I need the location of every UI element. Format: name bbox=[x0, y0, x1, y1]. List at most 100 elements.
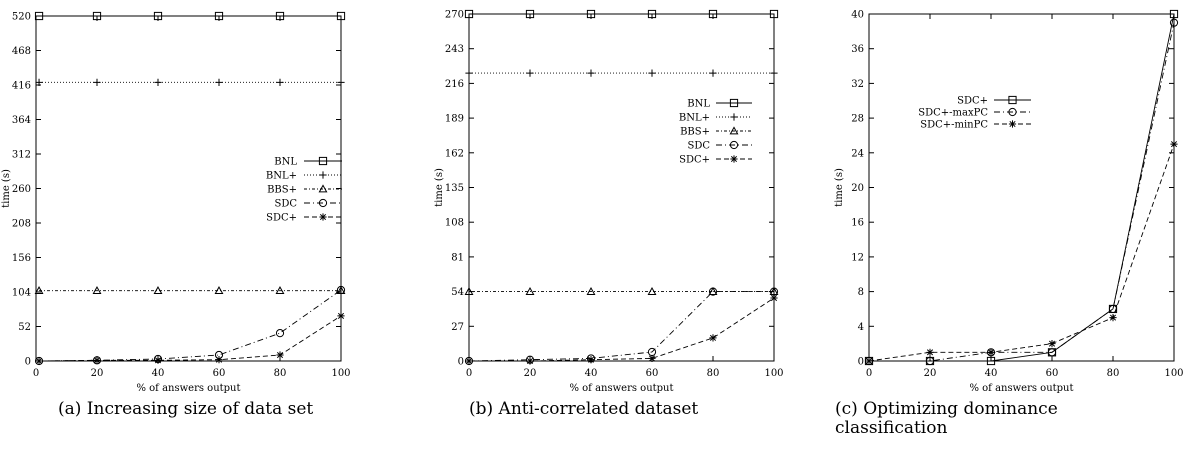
legend-label: BNL+ bbox=[266, 171, 297, 182]
data-point bbox=[154, 78, 162, 86]
y-tick-label: 189 bbox=[445, 114, 464, 125]
x-tick-label: 60 bbox=[1046, 368, 1059, 379]
data-point bbox=[926, 348, 934, 356]
y-tick-label: 468 bbox=[12, 46, 31, 57]
plot-frame bbox=[868, 13, 1175, 362]
data-point bbox=[92, 286, 102, 295]
data-point bbox=[708, 286, 718, 295]
data-point bbox=[35, 78, 43, 86]
y-tick-label: 156 bbox=[12, 253, 31, 264]
data-point bbox=[986, 356, 996, 366]
legend-marker bbox=[729, 140, 739, 150]
x-tick-label: 20 bbox=[91, 368, 104, 379]
data-point bbox=[276, 351, 284, 359]
x-tick-label: 60 bbox=[646, 368, 659, 379]
y-tick-label: 0 bbox=[25, 357, 31, 368]
x-tick-label: 0 bbox=[866, 368, 872, 379]
legend-label: SDC+ bbox=[679, 155, 710, 166]
series-line bbox=[468, 291, 774, 362]
legend-label: BNL bbox=[687, 99, 710, 110]
data-point bbox=[987, 348, 995, 356]
data-point bbox=[92, 11, 102, 21]
legend-label: BNL bbox=[274, 157, 297, 168]
legend-label: SDC+ bbox=[957, 96, 988, 107]
y-tick-label: 162 bbox=[445, 148, 464, 159]
data-point bbox=[214, 11, 224, 21]
x-tick-label: 40 bbox=[152, 368, 165, 379]
series-line bbox=[38, 315, 342, 362]
y-tick-label: 52 bbox=[18, 322, 31, 333]
data-point bbox=[1169, 18, 1179, 27]
y-tick-label: 520 bbox=[12, 12, 31, 23]
legend-label: BNL+ bbox=[679, 113, 710, 124]
legend-marker bbox=[1008, 107, 1017, 117]
legend-marker bbox=[730, 155, 738, 163]
series-line bbox=[469, 297, 775, 362]
data-point bbox=[275, 329, 285, 338]
x-tick-label: 0 bbox=[33, 368, 39, 379]
data-point bbox=[587, 69, 595, 77]
y-tick-label: 216 bbox=[445, 79, 464, 90]
legend-marker bbox=[1008, 95, 1017, 105]
legend-label: SDC bbox=[274, 199, 297, 210]
legend-label: BBS+ bbox=[680, 127, 710, 138]
data-point bbox=[709, 69, 717, 77]
y-tick-label: 104 bbox=[12, 288, 31, 299]
x-axis-label: % of answers output bbox=[569, 383, 673, 394]
data-point bbox=[708, 287, 718, 296]
caption-c: (c) Optimizing dominance classification bbox=[835, 399, 1058, 438]
data-point bbox=[337, 78, 345, 86]
x-tick-label: 100 bbox=[764, 368, 783, 379]
data-point bbox=[153, 11, 163, 21]
y-tick-label: 0 bbox=[458, 357, 464, 368]
data-point bbox=[586, 286, 596, 295]
y-tick-label: 24 bbox=[851, 148, 864, 159]
y-tick-label: 270 bbox=[445, 10, 464, 21]
x-tick-label: 100 bbox=[1164, 368, 1183, 379]
y-axis-label: time (s) bbox=[1, 169, 12, 208]
data-point bbox=[275, 11, 285, 21]
data-point bbox=[275, 286, 285, 295]
data-point bbox=[1170, 140, 1178, 148]
legend-marker bbox=[319, 213, 327, 221]
data-point bbox=[464, 9, 474, 19]
y-tick-label: 8 bbox=[858, 287, 864, 298]
data-point bbox=[526, 357, 534, 365]
data-point bbox=[154, 356, 162, 364]
legend-label: SDC+ bbox=[266, 213, 297, 224]
y-tick-label: 28 bbox=[851, 114, 864, 125]
x-axis-label: % of answers output bbox=[969, 383, 1073, 394]
y-tick-label: 416 bbox=[12, 81, 31, 92]
y-tick-label: 16 bbox=[851, 218, 864, 229]
legend-marker bbox=[318, 198, 328, 208]
caption-b: (b) Anti-correlated dataset bbox=[469, 399, 699, 419]
data-point bbox=[1109, 314, 1117, 322]
data-point bbox=[464, 286, 474, 295]
legend-label: SDC+-maxPC bbox=[918, 108, 988, 119]
data-point bbox=[525, 286, 535, 295]
y-tick-label: 260 bbox=[12, 184, 31, 195]
data-point bbox=[526, 69, 534, 77]
data-point bbox=[770, 69, 778, 77]
y-tick-label: 0 bbox=[858, 357, 864, 368]
y-tick-label: 27 bbox=[451, 322, 464, 333]
y-tick-label: 4 bbox=[858, 322, 864, 333]
series-line bbox=[868, 143, 1175, 362]
data-point bbox=[93, 356, 101, 364]
data-point bbox=[925, 356, 935, 366]
x-tick-label: 80 bbox=[274, 368, 287, 379]
y-tick-label: 364 bbox=[12, 115, 31, 126]
series-line bbox=[38, 289, 342, 362]
series-line bbox=[869, 13, 1175, 362]
data-point bbox=[648, 354, 656, 363]
y-tick-label: 81 bbox=[451, 252, 464, 263]
data-point bbox=[337, 312, 345, 320]
x-tick-label: 40 bbox=[585, 368, 598, 379]
x-tick-label: 20 bbox=[924, 368, 937, 379]
data-point bbox=[1169, 9, 1179, 19]
x-axis-label: % of answers output bbox=[136, 383, 240, 394]
data-point bbox=[34, 11, 44, 21]
data-point bbox=[648, 69, 656, 77]
data-point bbox=[1048, 340, 1056, 348]
